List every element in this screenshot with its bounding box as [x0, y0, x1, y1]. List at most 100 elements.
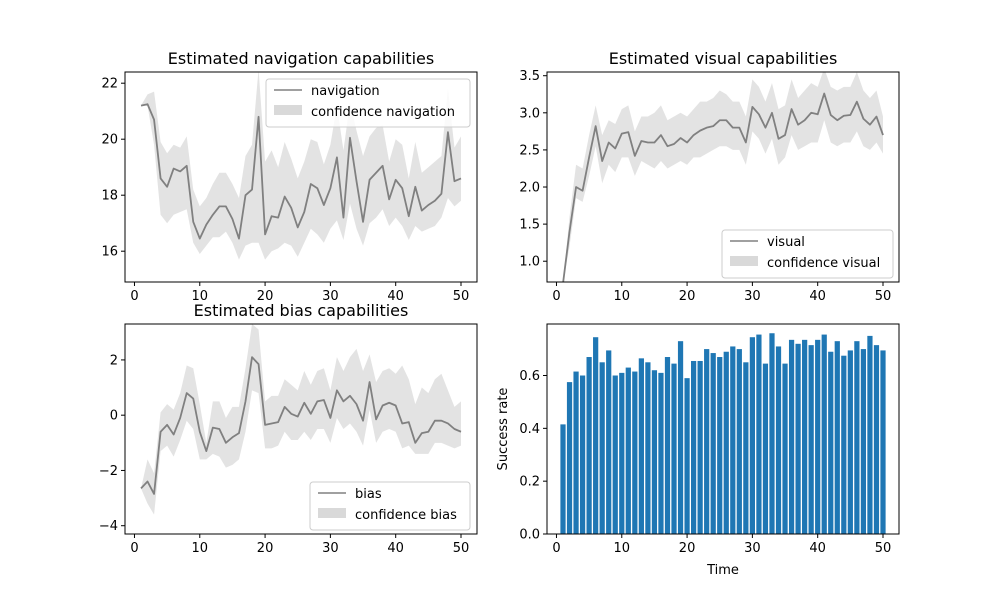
y-tick-label: 20 [101, 133, 118, 148]
bar [710, 353, 716, 534]
x-tick-label: 40 [809, 289, 826, 304]
bar [645, 362, 651, 534]
panel-success-rate: 0 10 20 30 40 50 0.0 0.2 0.4 0.6 Time Success rat… [496, 323, 900, 578]
bar [704, 349, 710, 534]
bar [684, 378, 690, 534]
x-tick-label: 40 [387, 541, 404, 556]
panel-navigation: Estimated navigation capabilities 0 10 20 3… [101, 49, 478, 304]
axes-frame [546, 323, 900, 535]
bar [880, 350, 886, 534]
bar [664, 357, 671, 534]
legend-box [721, 229, 894, 279]
legend-label: visual [767, 235, 805, 250]
x-tick-label: 20 [679, 541, 696, 556]
x-tick-label: 30 [744, 541, 761, 556]
chart-title: Estimated bias capabilities [194, 301, 409, 320]
bar [560, 424, 566, 534]
bar [723, 351, 729, 534]
legend-swatch-band [318, 508, 346, 518]
bar [697, 360, 703, 534]
legend-label: confidence visual [767, 256, 880, 271]
y-tick-label: 0.6 [519, 369, 540, 384]
bar [821, 334, 827, 534]
y-tick-label: 2.5 [519, 143, 540, 158]
x-tick-label: 50 [453, 541, 470, 556]
bar [736, 349, 742, 534]
x-tick-label: 0 [130, 289, 138, 304]
bar [782, 363, 788, 534]
y-tick-label: −2 [99, 464, 118, 479]
bar [847, 350, 853, 534]
confidence-band [141, 72, 461, 260]
x-tick-label: 50 [453, 289, 470, 304]
bar [841, 355, 847, 534]
y-tick-label: 1.0 [519, 255, 540, 270]
x-tick-label: 0 [552, 289, 560, 304]
y-tick-label: 0.2 [519, 475, 540, 490]
bar [586, 357, 592, 534]
bar [566, 382, 573, 534]
x-tick-label: 0 [130, 541, 138, 556]
x-tick-label: 40 [809, 541, 826, 556]
series-line [140, 356, 462, 495]
bar [691, 360, 697, 534]
bar [854, 341, 860, 534]
x-tick-label: 30 [322, 289, 339, 304]
bar [828, 351, 834, 534]
confidence-band [141, 324, 461, 515]
y-tick-label: 2 [110, 353, 118, 368]
x-tick-label: 20 [257, 289, 274, 304]
bar [599, 362, 605, 534]
panel-bias: 0 10 20 30 40 50 −4 −2 0 2 Estimated bias capabil… [99, 301, 478, 556]
bar [677, 341, 684, 534]
bar [651, 370, 658, 534]
bar [815, 339, 821, 534]
x-tick-label: 50 [875, 289, 892, 304]
bar [834, 341, 840, 534]
axes-frame [124, 71, 478, 283]
bar [638, 358, 644, 534]
x-tick-label: 40 [387, 289, 404, 304]
y-tick-label: 16 [101, 245, 118, 260]
bar [625, 367, 631, 534]
y-tick-label: 0 [110, 409, 118, 424]
y-tick-label: 0.0 [519, 528, 540, 543]
series-line [562, 92, 884, 282]
bar [658, 372, 664, 534]
bar [619, 372, 625, 534]
x-tick-label: 10 [192, 289, 209, 304]
y-tick-label: 3.0 [519, 106, 540, 121]
x-tick-label: 20 [679, 289, 696, 304]
bar [612, 375, 618, 534]
bar [730, 346, 736, 534]
y-tick-label: 18 [101, 189, 118, 204]
legend-box [265, 78, 471, 128]
chart-title: Estimated navigation capabilities [168, 49, 434, 68]
legend: bias confidence bias [309, 481, 471, 531]
bar [632, 371, 638, 534]
bar [873, 345, 880, 534]
bar [808, 345, 814, 534]
legend-label: bias [355, 487, 382, 502]
y-tick-label: 22 [101, 77, 118, 92]
legend-swatch-band [730, 256, 758, 266]
bar [775, 346, 782, 534]
y-tick-label: −4 [99, 519, 118, 534]
x-tick-label: 10 [614, 541, 631, 556]
bar [743, 362, 749, 534]
panel-visual: Estimated visual capabilities 0 10 20 30 40 5… [519, 49, 900, 304]
chart-title: Estimated visual capabilities [609, 49, 838, 68]
bar [671, 363, 677, 534]
axes-frame [546, 71, 900, 283]
legend: navigation confidence navigation [265, 78, 471, 128]
y-axis-label: Success rate [496, 388, 511, 471]
axes-frame [124, 323, 478, 535]
bar [756, 334, 762, 534]
bar [717, 357, 723, 534]
legend-label: confidence bias [355, 508, 457, 523]
x-axis-label: Time [706, 563, 739, 578]
bar [769, 333, 775, 534]
legend-swatch-band [274, 105, 302, 115]
legend-box [309, 481, 471, 531]
